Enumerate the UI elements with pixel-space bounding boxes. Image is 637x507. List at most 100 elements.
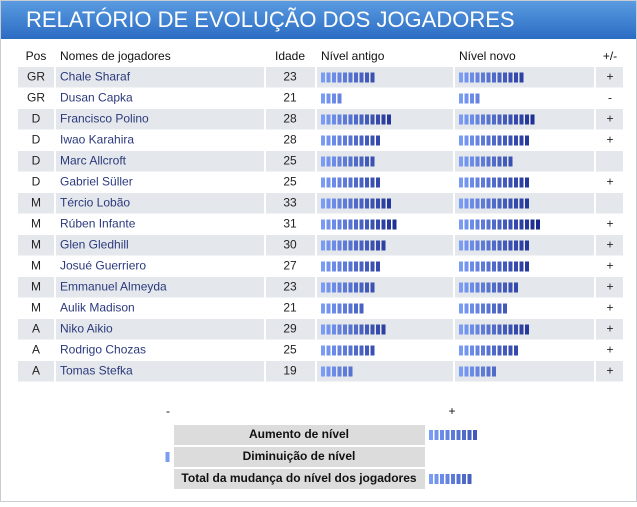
level-segment	[525, 261, 529, 272]
level-segment	[337, 324, 342, 335]
level-segment	[467, 474, 472, 484]
level-segment	[343, 366, 347, 377]
legend-plus: +	[448, 404, 455, 418]
row-background	[18, 130, 623, 151]
level-segment	[326, 72, 331, 83]
column-header: Pos	[26, 49, 47, 63]
level-segment	[332, 177, 336, 188]
level-segment	[508, 261, 513, 272]
level-segment	[508, 72, 513, 83]
level-segment	[348, 282, 353, 293]
level-segment	[332, 366, 336, 377]
player-name: Marc Allcroft	[60, 154, 127, 168]
cell-text: M	[31, 196, 41, 210]
level-segment	[475, 324, 480, 335]
level-segment	[326, 345, 331, 356]
level-segment	[464, 240, 469, 251]
level-segment	[370, 240, 375, 251]
level-segment	[365, 324, 369, 335]
cell-text: M	[31, 238, 41, 252]
player-name: Francisco Polino	[60, 112, 149, 126]
level-segment	[370, 345, 375, 356]
level-segment	[514, 324, 518, 335]
level-segment	[359, 198, 364, 209]
level-segment	[492, 177, 496, 188]
level-segment	[381, 198, 386, 209]
level-segment	[486, 156, 491, 167]
level-segment	[492, 156, 496, 167]
level-segment	[343, 345, 347, 356]
cell-text: D	[32, 154, 41, 168]
level-segment	[326, 366, 331, 377]
cell-text: +	[606, 343, 613, 357]
row-background	[18, 88, 623, 109]
level-segment	[359, 345, 364, 356]
level-segment	[337, 303, 342, 314]
level-bar	[321, 198, 391, 209]
level-bar	[321, 261, 380, 272]
cell-text: 21	[283, 301, 297, 315]
level-segment	[348, 156, 353, 167]
cell-text: 25	[283, 343, 297, 357]
level-segment	[470, 303, 474, 314]
level-segment	[376, 219, 380, 230]
level-segment	[475, 156, 480, 167]
level-segment	[470, 282, 474, 293]
level-segment	[332, 93, 336, 104]
level-segment	[536, 219, 540, 230]
level-segment	[525, 177, 529, 188]
level-segment	[354, 345, 358, 356]
level-segment	[429, 474, 433, 484]
row-background	[18, 67, 623, 88]
cell-text: +	[606, 217, 613, 231]
cell-text: D	[32, 112, 41, 126]
level-segment	[486, 114, 491, 125]
level-segment	[381, 114, 386, 125]
level-segment	[486, 366, 491, 377]
level-segment	[481, 240, 485, 251]
level-bar	[321, 345, 375, 356]
level-segment	[497, 114, 502, 125]
cell-text: 31	[283, 217, 297, 231]
level-segment	[497, 135, 502, 146]
level-segment	[370, 261, 375, 272]
level-segment	[348, 345, 353, 356]
level-segment	[508, 240, 513, 251]
cell-text: A	[32, 343, 40, 357]
level-segment	[332, 261, 336, 272]
level-segment	[456, 474, 461, 484]
level-segment	[475, 261, 480, 272]
level-segment	[470, 345, 474, 356]
level-segment	[365, 72, 369, 83]
level-segment	[348, 240, 353, 251]
cell-text: +	[606, 133, 613, 147]
level-segment	[321, 240, 325, 251]
level-segment	[503, 177, 507, 188]
level-segment	[503, 198, 507, 209]
row-background	[18, 172, 623, 193]
level-segment	[492, 72, 496, 83]
level-segment	[486, 135, 491, 146]
row-background	[18, 235, 623, 256]
level-segment	[337, 72, 342, 83]
row-background	[18, 193, 623, 214]
level-segment	[481, 261, 485, 272]
level-segment	[348, 177, 353, 188]
level-segment	[392, 219, 397, 230]
column-header: Nomes de jogadores	[60, 49, 171, 63]
level-segment	[359, 135, 364, 146]
level-segment	[481, 114, 485, 125]
level-segment	[464, 156, 469, 167]
level-segment	[464, 345, 469, 356]
level-segment	[525, 219, 529, 230]
level-segment	[332, 303, 336, 314]
level-segment	[326, 240, 331, 251]
level-segment	[464, 72, 469, 83]
level-segment	[332, 219, 336, 230]
level-segment	[459, 303, 463, 314]
legend-label-box	[174, 425, 425, 445]
cell-text: D	[32, 133, 41, 147]
level-segment	[332, 114, 336, 125]
level-segment	[445, 474, 450, 484]
